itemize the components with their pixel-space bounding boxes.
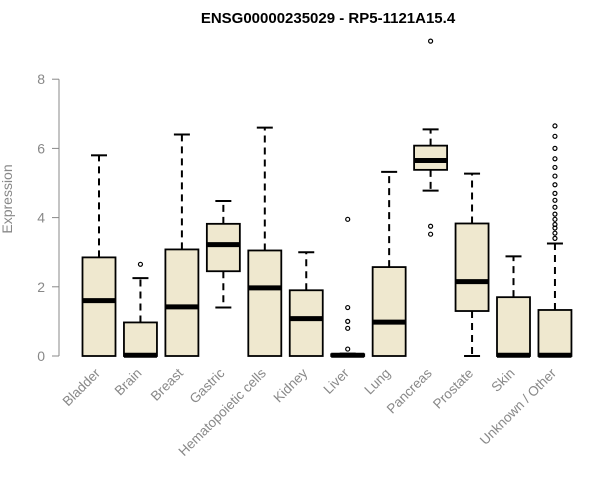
x-tick-label: Kidney bbox=[271, 365, 311, 405]
y-tick-label: 2 bbox=[37, 279, 45, 295]
box-rect bbox=[454, 222, 490, 312]
box-11 bbox=[537, 123, 573, 358]
outlier-point bbox=[428, 223, 434, 229]
outlier-point bbox=[552, 123, 558, 129]
outlier-point bbox=[552, 221, 558, 228]
box-2 bbox=[164, 133, 200, 357]
outlier-point bbox=[552, 164, 558, 171]
box-rect bbox=[205, 222, 241, 273]
outlier-point bbox=[552, 216, 558, 222]
outlier-point bbox=[428, 38, 434, 44]
outlier-point bbox=[552, 197, 558, 203]
outlier-point bbox=[552, 133, 558, 139]
outlier-point bbox=[345, 325, 351, 331]
box-0 bbox=[81, 154, 117, 357]
outlier-point bbox=[137, 261, 144, 267]
box-3 bbox=[205, 199, 241, 309]
box-rect bbox=[537, 309, 573, 357]
y-axis: 0 2 4 6 8 bbox=[37, 71, 60, 364]
outlier-point bbox=[552, 230, 558, 236]
box-5 bbox=[288, 251, 324, 357]
x-tick-label: Gastric bbox=[187, 365, 228, 406]
box-rect bbox=[81, 256, 117, 357]
box-1 bbox=[123, 261, 158, 358]
box-6 bbox=[330, 216, 366, 358]
box-rect bbox=[413, 144, 449, 171]
chart-title: ENSG00000235029 - RP5-1121A15.4 bbox=[201, 10, 456, 27]
outlier-point bbox=[345, 304, 351, 311]
y-tick-label: 8 bbox=[37, 71, 45, 87]
x-tick-label: Pancreas bbox=[384, 365, 435, 416]
x-tick-label: Unknown / Other bbox=[477, 365, 560, 448]
outlier-point bbox=[552, 190, 558, 196]
box-rect bbox=[247, 249, 283, 357]
outlier-point bbox=[552, 235, 558, 241]
outlier-point bbox=[552, 211, 558, 217]
x-tick-label: Skin bbox=[488, 366, 517, 395]
outlier-point bbox=[552, 182, 558, 188]
x-tick-label: Lung bbox=[361, 366, 393, 398]
outlier-point bbox=[345, 216, 351, 222]
box-rect bbox=[288, 289, 324, 357]
box-10 bbox=[496, 255, 531, 358]
box-4 bbox=[247, 126, 283, 357]
box-rect bbox=[123, 321, 158, 357]
outlier-point bbox=[552, 145, 558, 151]
y-tick-label: 6 bbox=[37, 140, 45, 156]
x-tick-label: Prostate bbox=[430, 366, 476, 412]
x-tick-label: Bladder bbox=[60, 365, 104, 409]
box-rect bbox=[164, 248, 200, 357]
y-tick-label: 4 bbox=[37, 210, 45, 226]
box-7 bbox=[371, 170, 407, 357]
outlier-point bbox=[552, 204, 558, 210]
box-rect bbox=[496, 296, 531, 357]
x-tick-label: Breast bbox=[148, 365, 186, 403]
plot-area bbox=[81, 38, 573, 358]
box-rect bbox=[371, 266, 407, 357]
y-tick-label: 0 bbox=[37, 348, 45, 364]
outlier-point bbox=[428, 231, 434, 237]
outlier-point bbox=[552, 173, 558, 179]
y-axis-label: Expression bbox=[0, 164, 15, 233]
outlier-point bbox=[345, 346, 351, 352]
x-tick-label: Liver bbox=[321, 365, 353, 397]
outlier-point bbox=[552, 156, 558, 162]
box-8 bbox=[413, 38, 449, 237]
box-9 bbox=[454, 172, 490, 357]
x-tick-label: Brain bbox=[112, 366, 145, 399]
outlier-point bbox=[345, 318, 351, 324]
